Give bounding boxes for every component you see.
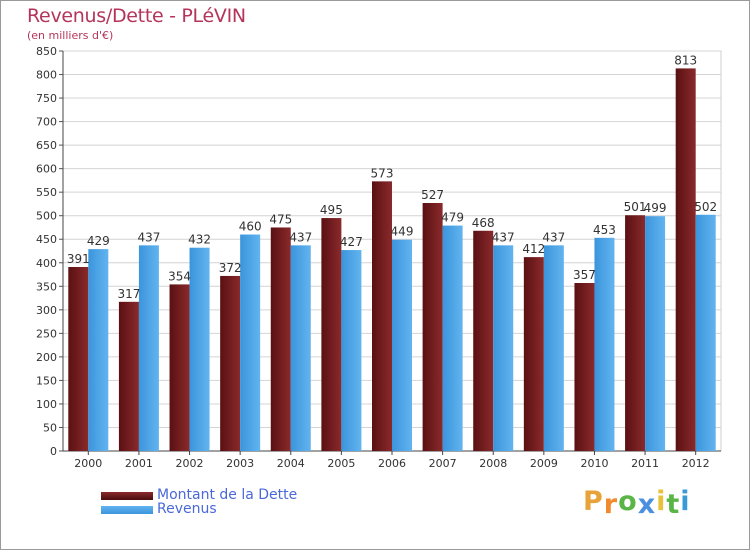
y-tick-label: 150 [36,374,57,387]
data-label-debt: 813 [674,53,697,67]
bar-revenue [240,234,261,451]
x-tick-label: 2007 [429,457,457,470]
data-label-revenue: 449 [391,225,414,239]
data-label-debt: 391 [67,252,90,266]
x-tick-label: 2009 [530,457,558,470]
data-label-revenue: 427 [340,235,363,249]
legend-swatch-revenue [101,506,153,514]
data-label-revenue: 429 [87,234,110,248]
y-tick-label: 600 [36,163,57,176]
y-tick-label: 800 [36,69,57,82]
y-tick-label: 350 [36,280,57,293]
x-tick-label: 2001 [125,457,153,470]
chart-subtitle: (en milliers d'€) [27,29,114,42]
y-tick-label: 450 [36,233,57,246]
bar-debt [523,257,544,451]
x-tick-label: 2006 [378,457,406,470]
x-tick-label: 2010 [580,457,608,470]
bar-revenue [88,249,109,451]
data-label-revenue: 437 [542,230,565,244]
bar-revenue [442,225,463,451]
bar-debt [625,215,646,451]
data-label-revenue: 502 [694,200,717,214]
x-tick-label: 2005 [327,457,355,470]
bar-revenue [493,245,514,451]
bar-revenue [543,245,564,451]
data-label-debt: 357 [573,268,596,282]
bar-revenue [645,216,666,451]
data-label-debt: 468 [472,216,495,230]
data-label-revenue: 479 [441,211,464,225]
x-tick-label: 2008 [479,457,507,470]
data-label-debt: 501 [624,200,647,214]
x-tick-label: 2004 [277,457,305,470]
chart-title: Revenus/Dette - PLéVIN [27,5,246,27]
logo-letter: i [656,486,667,517]
data-label-revenue: 437 [289,230,312,244]
logo-letter: o [618,486,638,517]
bar-debt [372,181,392,451]
data-label-revenue: 499 [644,201,667,215]
bar-debt [68,267,89,451]
bar-debt [675,68,696,451]
data-label-revenue: 453 [593,223,616,237]
y-tick-label: 550 [36,186,57,199]
bar-revenue [341,250,362,451]
bar-revenue [189,247,210,451]
logo-letter: t [666,489,681,520]
data-label-revenue: 437 [137,230,160,244]
bar-debt [270,227,291,451]
bar-revenue [594,237,615,451]
bar-debt [574,283,595,451]
legend-label-debt: Montant de la Dette [157,487,298,503]
bar-revenue [392,239,412,451]
data-label-debt: 475 [269,212,292,226]
data-label-debt: 527 [421,188,444,202]
data-label-debt: 573 [371,166,394,180]
legend-label-revenue: Revenus [157,501,217,517]
x-tick-label: 2011 [631,457,659,470]
y-tick-label: 500 [36,210,57,223]
x-tick-label: 2012 [682,457,710,470]
y-tick-label: 300 [36,304,57,317]
y-tick-label: 700 [36,116,57,129]
data-label-debt: 412 [522,242,545,256]
x-tick-label: 2003 [226,457,254,470]
bar-debt [422,203,443,451]
y-tick-label: 200 [36,351,57,364]
data-label-revenue: 460 [239,220,262,234]
y-tick-label: 750 [36,92,57,105]
logo-letter: x [637,489,657,520]
bar-debt [473,230,494,451]
y-tick-label: 100 [36,398,57,411]
proxiti-logo: Proxiti [583,486,691,520]
y-tick-label: 650 [36,139,57,152]
y-tick-label: 0 [50,445,57,458]
data-label-revenue: 432 [188,233,211,247]
y-tick-label: 850 [36,45,57,58]
bar-revenue [290,245,311,451]
y-tick-label: 250 [36,327,57,340]
bar-debt [169,284,190,451]
bar-revenue [695,214,716,451]
data-label-debt: 372 [219,261,242,275]
data-label-debt: 317 [117,287,140,301]
logo-letter: i [680,486,691,517]
x-tick-label: 2000 [74,457,102,470]
bar-debt [118,301,139,451]
logo-letter: P [583,486,604,517]
y-tick-label: 400 [36,257,57,270]
data-label-debt: 354 [168,269,191,283]
y-tick-label: 50 [43,421,57,434]
legend-swatch-debt [101,492,153,500]
data-label-revenue: 437 [492,230,515,244]
bar-debt [321,218,342,451]
logo-letter: r [603,489,619,520]
x-tick-label: 2002 [176,457,204,470]
data-label-debt: 495 [320,203,343,217]
bar-debt [220,275,241,451]
bar-revenue [138,245,159,451]
